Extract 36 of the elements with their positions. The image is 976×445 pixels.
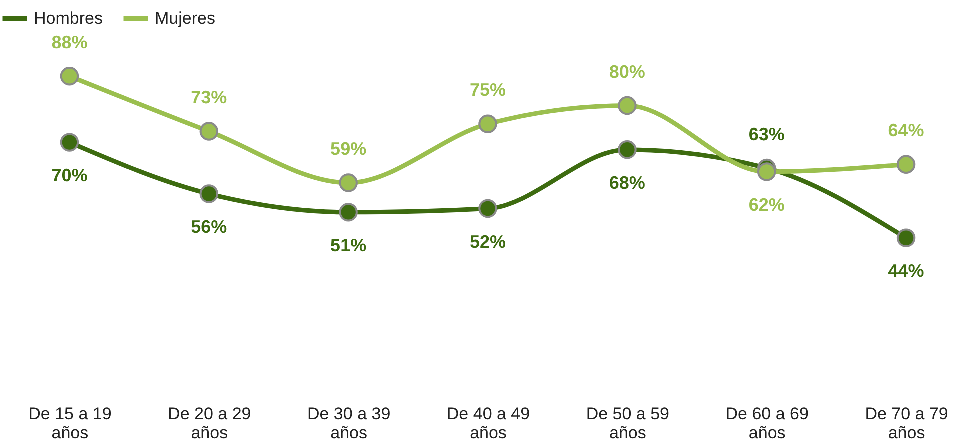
point — [478, 114, 498, 134]
data-label: 51% — [330, 235, 367, 256]
data-label: 70% — [52, 166, 88, 186]
point — [478, 199, 498, 218]
data-label: 64% — [888, 120, 924, 141]
data-label: 59% — [330, 139, 367, 160]
point — [200, 122, 219, 141]
data-label: 80% — [609, 62, 646, 82]
legend-label: Hombres — [34, 9, 103, 28]
point — [896, 155, 916, 174]
data-label: 44% — [888, 261, 924, 282]
data-label: 62% — [748, 194, 785, 215]
x-tick-label: De 15 a 19 años — [28, 404, 112, 442]
x-tick-label: De 20 a 29 años — [168, 404, 252, 442]
point — [339, 174, 358, 192]
data-label: 63% — [748, 124, 785, 144]
x-tick-label: De 70 a 79 años — [865, 404, 948, 442]
point — [618, 96, 637, 116]
x-tick-label: De 30 a 39 años — [307, 404, 391, 442]
point — [757, 162, 776, 182]
x-tick-label: De 40 a 49 años — [446, 404, 530, 442]
data-label: 75% — [470, 80, 506, 100]
point — [60, 67, 80, 86]
data-label: 73% — [191, 88, 228, 108]
x-tick-label: De 50 a 59 años — [586, 404, 670, 442]
x-tick-label: De 60 a 69 años — [726, 404, 809, 442]
point — [618, 140, 637, 160]
data-label: 88% — [52, 32, 88, 52]
point — [200, 184, 219, 204]
legend-label: Mujeres — [155, 9, 216, 28]
point — [339, 203, 358, 222]
data-label: 68% — [609, 172, 646, 193]
data-label: 52% — [470, 232, 506, 252]
point — [60, 133, 80, 152]
data-label: 56% — [191, 217, 228, 238]
point — [896, 228, 916, 248]
